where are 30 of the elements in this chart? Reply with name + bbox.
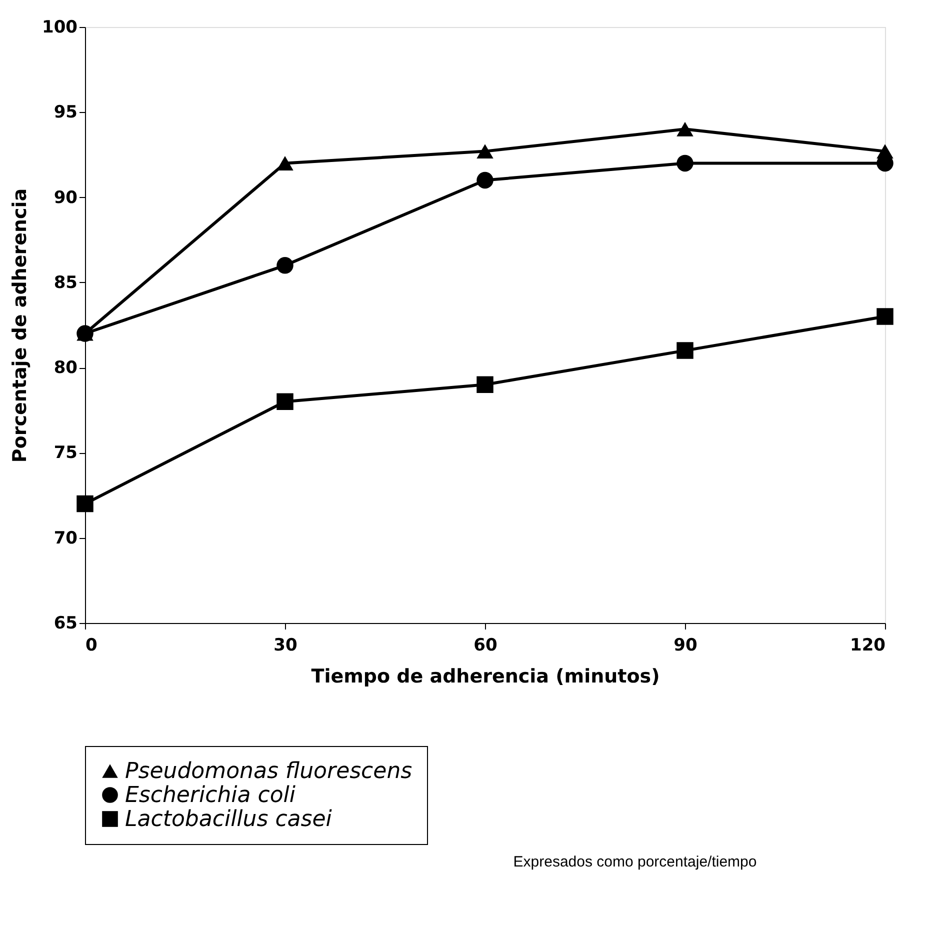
y-tick-label: 100 [42,18,78,38]
point [276,156,294,170]
point [476,144,494,159]
x-tick-label: 60 [474,636,498,656]
x-tick-label: 120 [850,636,886,656]
y-tick-label: 85 [54,272,78,293]
legend-label: Pseudomonas fluorescens [125,759,412,784]
y-axis-title: Porcentaje de adherencia [9,188,32,463]
point [476,376,494,393]
point [676,154,694,172]
point [676,122,694,136]
point [676,342,694,359]
point [76,495,94,512]
x-axis-title: Tiempo de adherencia (minutos) [311,666,660,688]
point [476,172,494,189]
point [876,308,894,325]
text: Expresados como porcentaje/tiempo [513,854,757,870]
point [276,393,294,410]
legend-label: Escherichia coli [125,783,296,808]
x-tick-label: 30 [274,636,298,656]
y-tick-label: 75 [54,443,78,464]
y-tick-label: 95 [54,102,78,123]
x-tick-label: 90 [674,636,698,656]
legend-label: Lactobacillus casei [125,807,332,832]
y-tick-label: 90 [54,188,78,208]
y-tick-label: 80 [54,358,78,378]
point [276,257,294,274]
x-tick-label: 0 [86,636,98,656]
y-tick-label: 70 [54,528,78,548]
y-tick-label: 65 [54,614,78,634]
